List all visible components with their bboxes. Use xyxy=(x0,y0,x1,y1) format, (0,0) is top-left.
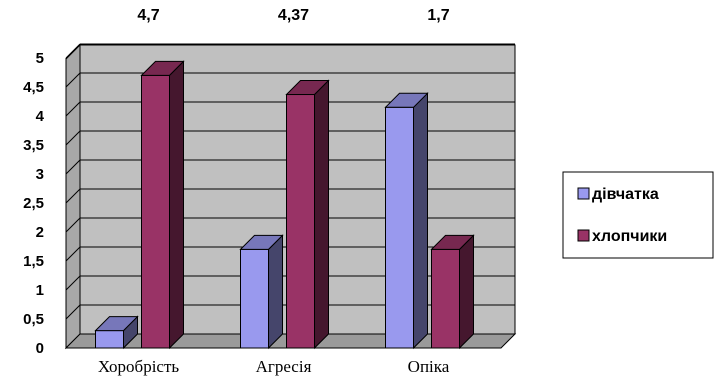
y-tick-label: 4 xyxy=(36,108,45,125)
y-tick-label: 1 xyxy=(36,282,44,299)
bar-front xyxy=(385,106,414,349)
gridline-side xyxy=(65,246,81,262)
bar-front xyxy=(431,248,460,349)
y-tick-label: 0,5 xyxy=(23,311,44,328)
bar-girls xyxy=(239,234,284,350)
gridline-side xyxy=(65,188,81,204)
legend: дівчатка хлопчики xyxy=(562,171,714,259)
legend-box xyxy=(562,171,714,259)
legend-item-girls: дівчатка xyxy=(577,186,659,203)
bar-front xyxy=(141,74,170,349)
bar-side xyxy=(459,234,474,350)
bar-side xyxy=(314,79,329,350)
bar-top xyxy=(140,60,185,76)
y-tick-label: 4,5 xyxy=(23,79,44,96)
top-data-label: 4,37 xyxy=(278,7,309,24)
bar-top xyxy=(285,80,330,96)
bar-top xyxy=(384,92,429,108)
y-tick-label: 2 xyxy=(36,224,44,241)
gridline-side xyxy=(65,101,81,117)
bar-boys xyxy=(140,60,185,350)
bar-front xyxy=(240,248,269,349)
bar-top xyxy=(430,234,475,250)
bar-side xyxy=(169,60,184,350)
y-tick-label: 2,5 xyxy=(23,195,44,212)
legend-label-boys: хлопчики xyxy=(592,228,667,245)
legend-swatch-boys xyxy=(577,229,590,242)
gridline-side xyxy=(65,304,81,320)
x-tick-label: Опіка xyxy=(408,357,450,376)
y-tick-label: 0 xyxy=(36,340,44,357)
y-tick-label: 1,5 xyxy=(23,253,44,270)
y-tick-label: 5 xyxy=(36,50,44,67)
gridline-side xyxy=(65,43,81,59)
bars xyxy=(94,60,475,350)
bar-front xyxy=(95,330,124,349)
gridline-side xyxy=(65,159,81,175)
x-tick-label: Хоробрість xyxy=(98,357,180,376)
x-tick-label: Агресія xyxy=(256,357,312,376)
gridline-side xyxy=(65,217,81,233)
gridline-side xyxy=(65,130,81,146)
bar-girls xyxy=(384,92,429,350)
bar-girls xyxy=(94,315,139,350)
bar-top xyxy=(94,316,139,332)
y-tick-label: 3 xyxy=(36,166,44,183)
bar-boys xyxy=(285,79,330,350)
gridline-side xyxy=(65,275,81,291)
y-axis-ticks: 0 0,5 1 1,5 2 2,5 3 3,5 4 4,5 5 xyxy=(23,50,45,357)
x-axis-categories: Хоробрість Агресія Опіка xyxy=(98,357,450,376)
bar-side xyxy=(268,234,283,350)
top-data-label: 4,7 xyxy=(137,7,159,24)
bar-side xyxy=(413,92,428,350)
bar-boys xyxy=(430,234,475,350)
legend-swatch-girls xyxy=(577,187,590,200)
y-tick-label: 3,5 xyxy=(23,137,44,154)
legend-item-boys: хлопчики xyxy=(577,228,667,245)
bar-top xyxy=(239,234,284,250)
legend-label-girls: дівчатка xyxy=(592,186,659,203)
bar-front xyxy=(286,94,315,349)
gridline-side xyxy=(65,72,81,88)
top-data-label: 1,7 xyxy=(427,7,449,24)
top-data-labels: 4,7 4,37 1,7 xyxy=(137,7,449,24)
